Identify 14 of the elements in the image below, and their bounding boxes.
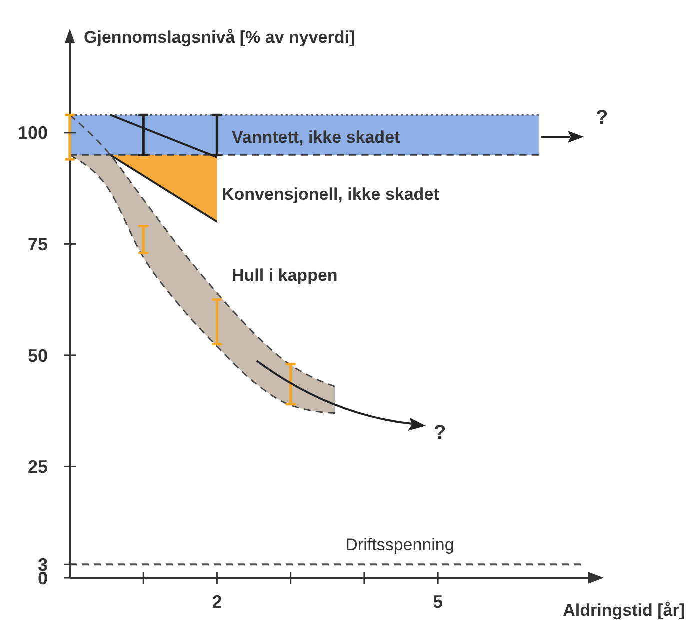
y-tick-label: 100 [18,123,48,144]
x-axis-title: Aldringstid [år] [563,601,685,620]
annotation: Hull i kappen [232,266,338,285]
annotation: ? [434,422,446,444]
annotation: Vanntett, ikke skadet [232,128,401,147]
ref-line-label: Driftsspenning [346,536,454,555]
annotation: ? [596,107,608,129]
y-axis-title: Gjennomslagsnivå [% av nyverdi] [84,28,356,47]
y-tick-label: 50 [28,346,48,366]
x-tick-label: 5 [433,592,444,612]
y-tick-label: 25 [28,457,48,478]
y-tick-label: 75 [28,234,48,254]
annotation: Konvensjonell, ikke skadet [222,184,440,204]
x-tick-label: 2 [212,592,222,612]
